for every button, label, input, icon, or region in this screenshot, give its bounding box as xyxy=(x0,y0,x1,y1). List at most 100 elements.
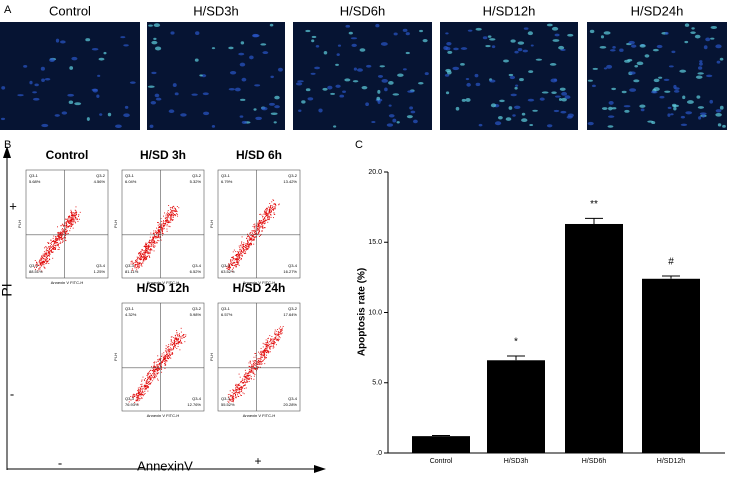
cell xyxy=(487,35,492,38)
event-dot xyxy=(244,380,246,382)
event-dot xyxy=(265,357,267,358)
event-dot xyxy=(149,246,151,248)
cell xyxy=(668,65,674,68)
event-dot xyxy=(272,340,274,342)
event-dot xyxy=(55,242,57,244)
event-dot xyxy=(141,391,143,393)
event-dot xyxy=(264,344,266,346)
event-dot xyxy=(138,263,140,265)
event-dot xyxy=(266,351,268,353)
event-dot xyxy=(235,258,237,260)
event-dot xyxy=(234,265,236,267)
event-dot xyxy=(132,263,134,265)
event-dot xyxy=(173,215,175,216)
event-dot xyxy=(246,244,248,246)
event-dot xyxy=(235,254,237,256)
event-dot xyxy=(146,256,148,258)
event-dot xyxy=(227,265,229,267)
event-dot xyxy=(168,205,170,206)
event-dot xyxy=(172,219,174,221)
event-dot xyxy=(41,265,43,267)
cell xyxy=(611,87,616,91)
event-dot xyxy=(142,388,144,390)
event-dot xyxy=(275,337,277,339)
event-dot xyxy=(45,260,47,262)
event-dot xyxy=(269,210,271,212)
event-dot xyxy=(163,215,164,217)
event-dot xyxy=(142,261,144,263)
event-dot xyxy=(139,391,141,393)
event-dot xyxy=(139,254,140,256)
event-dot xyxy=(54,242,56,244)
event-dot xyxy=(264,348,266,350)
event-dot xyxy=(144,254,146,256)
event-dot xyxy=(133,262,135,264)
event-dot xyxy=(269,346,271,348)
event-dot xyxy=(247,236,248,238)
event-dot xyxy=(72,218,74,220)
event-dot xyxy=(263,221,265,222)
event-dot xyxy=(274,204,276,205)
event-dot xyxy=(259,363,261,365)
event-dot xyxy=(68,216,70,218)
event-dot xyxy=(273,337,275,339)
event-dot xyxy=(265,215,267,217)
event-dot xyxy=(143,379,145,381)
event-dot xyxy=(55,237,57,238)
event-dot xyxy=(236,387,238,389)
event-dot xyxy=(42,261,44,263)
cell xyxy=(418,82,424,85)
event-dot xyxy=(166,352,168,353)
event-dot xyxy=(255,356,257,358)
event-dot xyxy=(41,262,43,264)
event-dot xyxy=(140,251,141,253)
event-dot xyxy=(153,369,155,371)
event-dot xyxy=(47,247,49,249)
event-dot xyxy=(261,230,263,231)
event-dot xyxy=(247,381,248,383)
event-dot xyxy=(259,221,261,223)
event-dot xyxy=(253,365,254,367)
event-dot xyxy=(168,221,170,223)
event-dot xyxy=(270,342,272,344)
plot-x-label: Annexin V FITC-H xyxy=(147,280,180,285)
cell xyxy=(673,84,677,89)
cell xyxy=(508,73,514,77)
event-dot xyxy=(154,361,156,363)
event-dot xyxy=(243,253,245,254)
cell xyxy=(715,44,722,49)
cell xyxy=(527,31,533,36)
event-dot xyxy=(74,221,76,223)
cell xyxy=(351,43,357,47)
event-dot xyxy=(56,242,58,244)
event-dot xyxy=(156,370,158,372)
cell xyxy=(366,64,372,68)
event-dot xyxy=(145,257,147,259)
event-dot xyxy=(161,230,163,232)
event-dot xyxy=(244,246,246,248)
cell xyxy=(123,113,130,118)
event-dot xyxy=(278,333,280,335)
cell xyxy=(254,84,261,87)
event-dot xyxy=(281,327,283,329)
cell xyxy=(330,92,336,95)
cell xyxy=(268,102,276,106)
bar xyxy=(412,436,470,453)
cell xyxy=(651,90,658,94)
event-dot xyxy=(60,225,62,227)
event-dot xyxy=(147,387,149,388)
event-dot xyxy=(146,258,148,260)
event-dot xyxy=(232,256,234,258)
event-dot xyxy=(231,398,233,400)
event-dot xyxy=(264,213,266,215)
event-dot xyxy=(249,366,251,367)
event-dot xyxy=(249,374,251,376)
cell xyxy=(489,38,496,41)
cell xyxy=(535,58,543,61)
event-dot xyxy=(230,261,232,263)
event-dot xyxy=(144,251,146,253)
event-dot xyxy=(141,249,143,251)
event-dot xyxy=(137,399,139,401)
event-dot xyxy=(243,250,245,252)
quadrant-name: Q3-1 xyxy=(125,306,135,311)
